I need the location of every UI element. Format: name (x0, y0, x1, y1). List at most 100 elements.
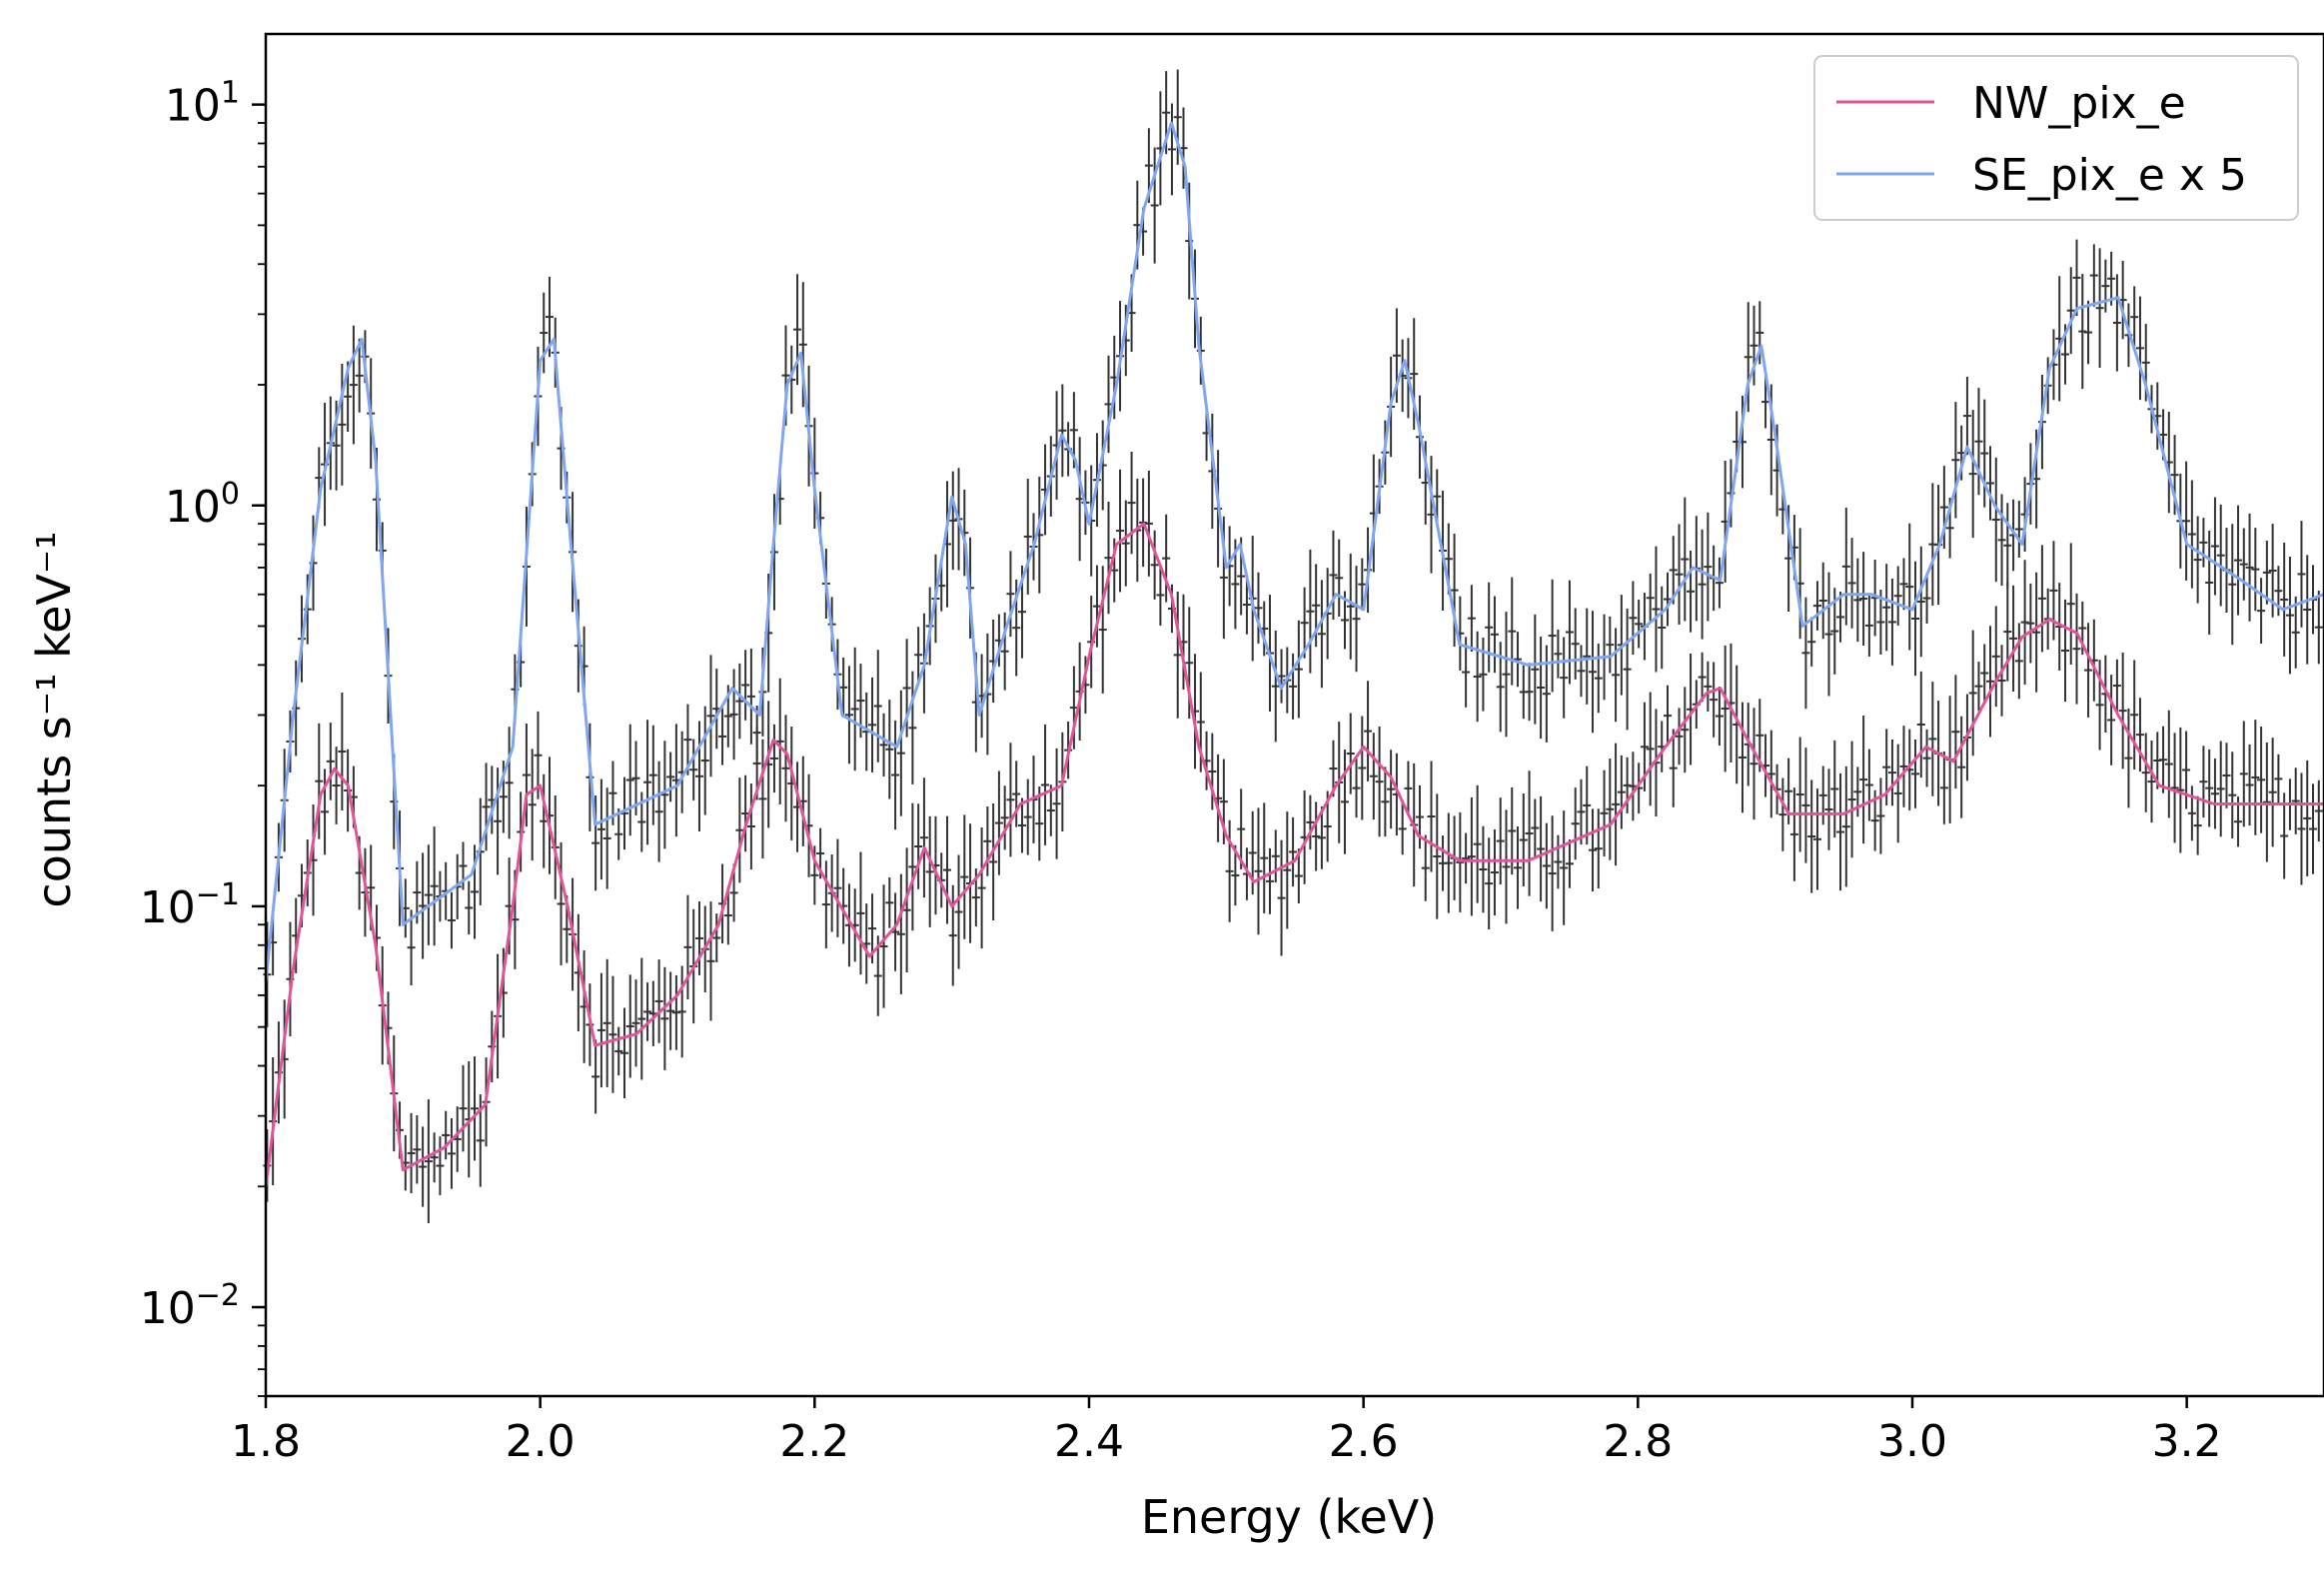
data-point (1646, 573, 1655, 623)
data-point (977, 827, 986, 949)
data-point (2285, 556, 2294, 675)
data-point (1508, 577, 1517, 686)
data-point (430, 1132, 439, 1183)
data-point (660, 741, 669, 849)
data-point (1531, 798, 1540, 857)
data-point (1876, 590, 1885, 655)
data-point (896, 873, 905, 994)
data-point (1023, 779, 1032, 855)
data-layer (263, 69, 2323, 1224)
data-point (1629, 581, 1638, 656)
data-point (2066, 543, 2075, 666)
legend-box (1813, 55, 2299, 221)
data-point (1554, 629, 1563, 679)
data-point (447, 1118, 456, 1189)
x-tick-label: 2.8 (1603, 1416, 1673, 1467)
x-tick-label: 1.8 (231, 1416, 301, 1467)
data-point (879, 884, 888, 1008)
data-point (1121, 500, 1130, 587)
data-point (2297, 521, 2306, 628)
data-point (338, 692, 347, 810)
data-point (839, 657, 848, 718)
data-point (1807, 617, 1816, 667)
data-point (1433, 469, 1442, 524)
data-point (2164, 710, 2173, 818)
data-point (2147, 740, 2156, 823)
data-point (654, 959, 663, 1043)
data-point (1698, 529, 1707, 640)
data-point (1473, 631, 1482, 723)
data-point (1882, 564, 1891, 652)
data-point (2239, 721, 2248, 827)
data-point (2089, 244, 2098, 307)
data-point (891, 892, 900, 971)
data-point (1254, 807, 1263, 935)
data-point (1968, 410, 1977, 539)
data-point (413, 1115, 422, 1184)
data-point (1859, 715, 1868, 844)
data-point (873, 935, 882, 1016)
data-point (631, 741, 640, 815)
data-point (1208, 733, 1217, 810)
data-point (596, 972, 605, 1088)
data-point (1606, 758, 1615, 860)
data-point (1317, 580, 1326, 689)
data-point (2199, 518, 2208, 568)
y-tick-label: 10−1 (140, 877, 240, 933)
data-point (2118, 653, 2127, 770)
data-point (648, 725, 657, 825)
data-point (2268, 738, 2277, 847)
data-point (1346, 553, 1355, 660)
x-tick-label: 2.6 (1329, 1416, 1399, 1467)
data-point (1450, 533, 1459, 648)
data-point (1294, 848, 1303, 904)
data-point (1629, 752, 1638, 821)
data-point (1254, 572, 1263, 644)
data-point (741, 650, 750, 721)
data-point (1542, 645, 1551, 743)
data-point (954, 854, 963, 969)
model-line-nw (264, 522, 2324, 1187)
data-point (1617, 755, 1626, 829)
data-point (1565, 580, 1574, 685)
data-point (1173, 69, 1182, 165)
data-point (2205, 749, 2214, 827)
data-point (1519, 793, 1528, 886)
data-points-nw (263, 451, 2323, 1224)
data-point (925, 815, 934, 927)
legend-label-nw: NW_pix_e (1972, 78, 2186, 129)
data-point (2107, 675, 2116, 766)
data-point (2216, 741, 2225, 837)
data-point (1957, 716, 1966, 818)
data-point (1006, 551, 1015, 638)
data-point (424, 1099, 433, 1224)
x-tick-label: 2.4 (1054, 1416, 1124, 1467)
data-point (2291, 596, 2300, 669)
data-point (1715, 686, 1724, 747)
data-point (2222, 743, 2231, 808)
data-point (2251, 528, 2260, 612)
data-point (1144, 471, 1153, 577)
data-point (1847, 741, 1856, 858)
data-point (1473, 784, 1482, 903)
data-point (914, 627, 923, 684)
data-point (442, 1110, 451, 1160)
data-point (700, 706, 709, 815)
data-point (885, 876, 894, 928)
data-point (712, 913, 721, 962)
data-point (1951, 675, 1960, 789)
data-point (540, 774, 549, 868)
data-point (2210, 759, 2219, 829)
data-point (1612, 743, 1621, 866)
data-point (557, 841, 566, 966)
data-point (1818, 562, 1827, 640)
data-point (1531, 614, 1540, 725)
data-point (1462, 832, 1471, 884)
data-point (1623, 609, 1632, 731)
data-point (1023, 478, 1032, 595)
data-point (1749, 305, 1758, 386)
data-point (1340, 750, 1349, 854)
data-point (2262, 540, 2271, 605)
data-point (1294, 620, 1303, 719)
